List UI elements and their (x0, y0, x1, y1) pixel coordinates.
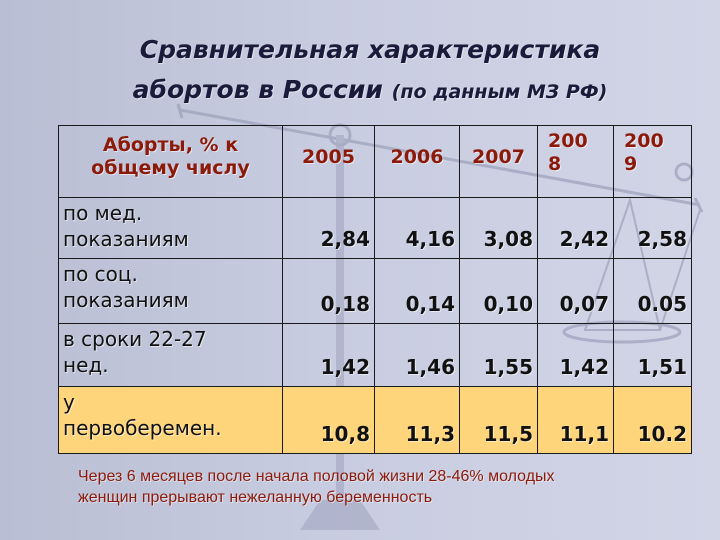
footnote: Через 6 месяцев после начала половой жиз… (78, 466, 698, 508)
footnote-line-2: женщин прерывают нежеланную беременность (78, 489, 433, 506)
table-cell: 3,08 (459, 197, 538, 259)
table-row: по соц. показаниям 0,18 0,14 0,10 0,07 0.… (58, 258, 692, 324)
header-label-line-2: общему числу (91, 157, 250, 179)
table-cell: 0,07 (537, 258, 614, 324)
abortion-statistics-table: Аборты, % к общему числу 2005 2006 2007 … (58, 125, 692, 454)
header-label-line-1: Аборты, % к (102, 134, 239, 156)
table-cell: 11,1 (537, 386, 614, 454)
table-cell: 2,84 (282, 197, 375, 259)
table-cell: 1,42 (537, 323, 614, 387)
table-cell: 0.05 (613, 258, 692, 324)
table-cell: 2,58 (613, 197, 692, 259)
title-line-1: Сравнительная характеристика (139, 35, 601, 64)
table-cell: 2,42 (537, 197, 614, 259)
header-year: 200 8 (537, 125, 614, 198)
header-label-cell: Аборты, % к общему числу (58, 125, 283, 198)
table-header-row: Аборты, % к общему числу 2005 2006 2007 … (58, 125, 692, 198)
table-cell: 1,46 (374, 323, 460, 387)
table-cell: 1,42 (282, 323, 375, 387)
table-cell: 0,10 (459, 258, 538, 324)
row-label: в сроки 22-27 нед. (58, 323, 283, 387)
slide-title: Сравнительная характеристика абортов в Р… (40, 30, 700, 112)
header-year: 2007 (459, 125, 538, 198)
table-cell: 10,8 (282, 386, 375, 454)
row-label: по соц. показаниям (58, 258, 283, 324)
table-cell: 10.2 (613, 386, 692, 454)
table-row: в сроки 22-27 нед. 1,42 1,46 1,55 1,42 1,… (58, 323, 692, 387)
table-cell: 4,16 (374, 197, 460, 259)
header-year: 2006 (374, 125, 460, 198)
footnote-line-1: Через 6 месяцев после начала половой жиз… (78, 468, 555, 485)
table-cell: 1,51 (613, 323, 692, 387)
table-cell: 11,3 (374, 386, 460, 454)
table-cell: 0,14 (374, 258, 460, 324)
header-year: 2005 (282, 125, 375, 198)
title-line-2-source: (по данным МЗ РФ) (391, 81, 608, 103)
title-line-2-main: абортов в России (132, 75, 383, 104)
row-label: по мед. показаниям (58, 197, 283, 259)
table-row: по мед. показаниям 2,84 4,16 3,08 2,42 2,… (58, 197, 692, 259)
table-cell: 11,5 (459, 386, 538, 454)
table-row-highlighted: у первоберемен. 10,8 11,3 11,5 11,1 10.2 (58, 386, 692, 454)
row-label: у первоберемен. (58, 386, 283, 454)
table-cell: 1,55 (459, 323, 538, 387)
header-year: 200 9 (613, 125, 692, 198)
title-line-2: абортов в России (по данным МЗ РФ) (40, 70, 700, 112)
table-cell: 0,18 (282, 258, 375, 324)
